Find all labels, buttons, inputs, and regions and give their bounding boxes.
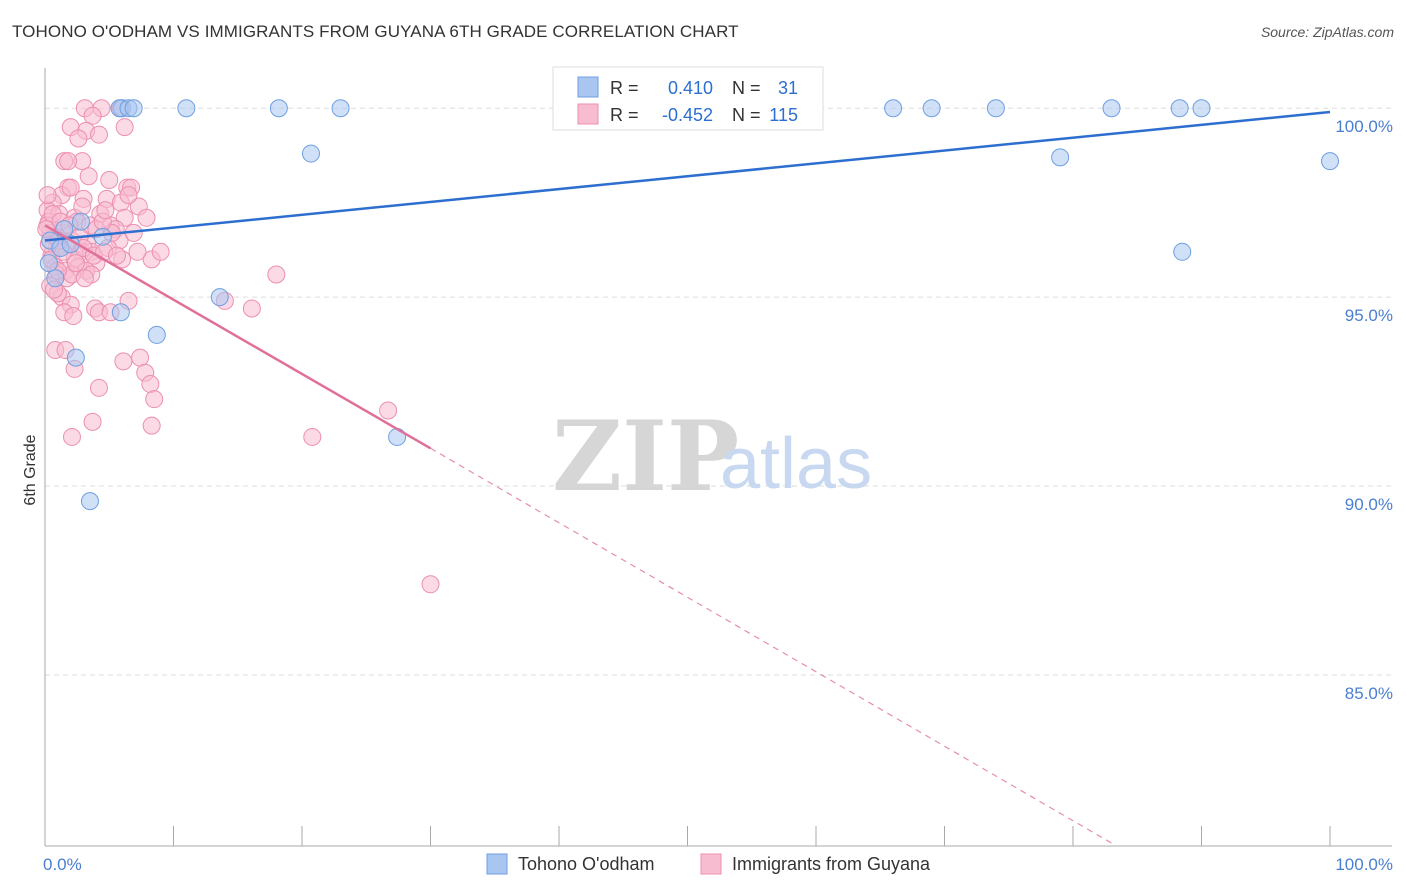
point-tohono [884,99,903,118]
point-guyana [59,152,78,171]
point-tohono [922,99,941,118]
point-guyana [89,125,108,144]
point-tohono [46,269,65,288]
legend-r-value-2: -0.452 [662,105,713,125]
point-guyana [151,242,170,261]
point-tohono [986,99,1005,118]
legend-r-label-2: R = [610,105,639,125]
point-guyana [107,246,126,265]
point-guyana [73,197,92,216]
bottom-legend: Tohono O'odham Immigrants from Guyana [486,853,931,875]
point-guyana [142,416,161,435]
point-tohono [1170,99,1189,118]
y-tick-labels: 100.0% 95.0% 90.0% 85.0% [1335,117,1393,703]
point-guyana [379,401,398,420]
point-guyana [303,427,322,446]
y-axis-title: 6th Grade [22,434,39,505]
point-tohono [1192,99,1211,118]
point-guyana [96,201,115,220]
point-guyana [119,186,138,205]
point-tohono [1173,242,1192,261]
x-tick-labels: 0.0% 100.0% [43,855,1393,874]
point-guyana [66,254,85,273]
point-tohono [124,99,143,118]
point-guyana [62,427,81,446]
point-tohono [269,99,288,118]
chart-title: TOHONO O'ODHAM VS IMMIGRANTS FROM GUYANA… [12,22,739,41]
point-tohono [111,303,130,322]
point-tohono [1321,152,1339,171]
x-tick-label-max: 100.0% [1335,855,1393,874]
bottom-legend-label-tohono: Tohono O'odham [518,854,655,874]
series-tohono-points [39,99,1339,511]
y-tick-label: 90.0% [1345,495,1393,514]
legend-r-value-1: 0.410 [668,78,713,98]
point-tohono [39,254,58,273]
point-guyana [69,129,88,148]
point-guyana [421,575,440,594]
point-tohono [301,144,320,163]
point-guyana [267,265,286,284]
trend-line-guyana [44,224,432,450]
y-tick-label: 95.0% [1345,306,1393,325]
legend-r-label-1: R = [610,78,639,98]
point-guyana [89,378,108,397]
point-guyana [128,242,147,261]
stats-legend: R = 0.410 N = 31 R = -0.452 N = 115 [552,66,824,131]
point-tohono [210,288,229,307]
point-guyana [79,167,98,186]
point-guyana [114,352,133,371]
point-guyana [38,186,57,205]
bottom-legend-label-guyana: Immigrants from Guyana [732,854,931,874]
trend-lines [44,110,1331,846]
watermark-atlas: atlas [720,424,872,504]
trend-line-guyana-extension [430,447,1116,846]
point-guyana [75,269,94,288]
point-guyana [137,208,156,227]
point-tohono [71,212,90,231]
watermark-zip: ZIP [552,400,739,513]
point-guyana [141,375,160,394]
point-guyana [242,299,261,318]
watermark: ZIP atlas [552,400,872,513]
point-tohono [93,227,112,246]
source-credit: Source: ZipAtlas.com [1260,24,1394,40]
legend-n-label-2: N = [732,105,761,125]
bottom-legend-swatch-tohono [486,853,508,875]
point-guyana [83,106,102,125]
point-tohono [1102,99,1121,118]
point-tohono [80,492,99,511]
legend-n-value-2: 115 [769,105,798,125]
series-guyana-points [37,99,440,594]
point-guyana [61,178,80,197]
legend-n-value-1: 31 [778,78,798,98]
point-guyana [145,390,164,409]
point-tohono [147,325,166,344]
point-guyana [131,348,150,367]
y-tick-label: 85.0% [1345,684,1393,703]
legend-swatch-tohono [577,76,599,98]
bottom-legend-swatch-guyana [700,853,722,875]
point-tohono [66,348,85,367]
legend-n-label-1: N = [732,78,761,98]
point-tohono [1051,148,1070,167]
y-tick-label: 100.0% [1335,117,1393,136]
point-tohono [177,99,196,118]
point-guyana [83,412,102,431]
trend-line-tohono [44,110,1331,242]
point-guyana [100,171,119,190]
point-tohono [331,99,350,118]
legend-swatch-guyana [577,103,599,125]
point-guyana [64,307,83,326]
x-tick-label-min: 0.0% [43,855,82,874]
grid-lines [45,107,1392,676]
point-guyana [115,118,134,137]
